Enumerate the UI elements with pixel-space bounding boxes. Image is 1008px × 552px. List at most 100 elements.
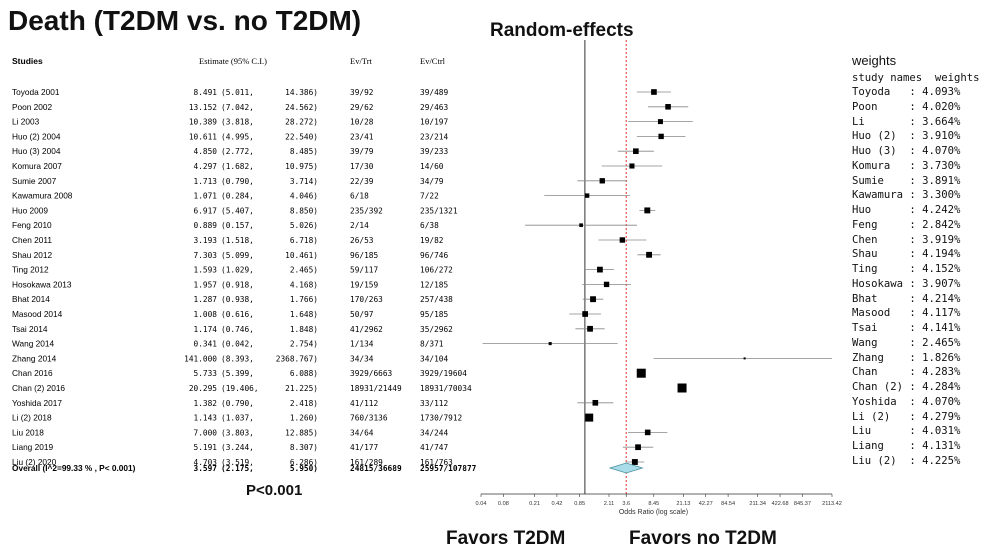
point-estimate	[665, 104, 671, 110]
ci-lower: (1.029,	[221, 266, 254, 275]
point-estimate	[677, 383, 687, 393]
study-name: Huo (3) 2004	[12, 146, 61, 156]
x-tick-label: 3.6	[622, 501, 630, 507]
weight-row: Liang : 4.131%	[852, 440, 961, 452]
events-treatment: 34/64	[350, 428, 374, 437]
events-control: 14/60	[420, 162, 444, 171]
weight-row: Yoshida : 4.070%	[852, 395, 961, 408]
events-control: 29/463	[420, 103, 448, 112]
ci-upper: 8.307)	[290, 443, 318, 452]
study-name: Liu (2) 2020	[12, 457, 57, 467]
estimate-value: 1.008	[194, 310, 218, 319]
events-control: 3929/19604	[420, 369, 467, 378]
x-axis-label: Odds Ratio (log scale)	[619, 509, 688, 516]
ci-lower: (0.157,	[221, 221, 254, 230]
point-estimate	[579, 223, 583, 228]
study-name: Poon 2002	[12, 102, 53, 112]
ci-lower: (0.790,	[221, 177, 254, 186]
overall-ci-lower: (2.175,	[221, 464, 254, 473]
weight-row: Feng : 2.842%	[852, 218, 961, 231]
weight-row: Toyoda : 4.093%	[852, 86, 961, 98]
events-treatment: 10/28	[350, 118, 374, 127]
events-control: 95/185	[420, 310, 448, 319]
events-control: 96/746	[420, 251, 448, 260]
events-treatment: 41/112	[350, 399, 378, 408]
events-control: 12/185	[420, 280, 448, 289]
weights-header: study names weights	[852, 72, 980, 84]
estimate-value: 0.889	[194, 221, 218, 230]
study-name: Yoshida 2017	[12, 398, 62, 408]
weight-row: Chan (2) : 4.284%	[852, 381, 961, 393]
ci-upper: 5.026)	[290, 221, 318, 230]
study-name: Huo 2009	[12, 205, 48, 215]
study-name: Li 2003	[12, 117, 40, 127]
events-treatment: 235/392	[350, 206, 383, 215]
ci-lower: (3.244,	[221, 443, 254, 452]
weight-row: Tsai : 4.141%	[852, 322, 961, 334]
ci-upper: 28.272)	[285, 118, 318, 127]
x-tick-label: 422.68	[771, 501, 788, 507]
events-treatment: 161/289	[350, 458, 383, 467]
x-tick-label: 0.04	[476, 501, 487, 507]
estimate-value: 5.733	[194, 369, 218, 378]
ci-upper: 14.386)	[285, 88, 318, 97]
events-treatment: 760/3136	[350, 414, 388, 423]
events-treatment: 170/263	[350, 295, 383, 304]
ci-lower: (2.772,	[221, 147, 254, 156]
ci-lower: (0.918,	[221, 280, 254, 289]
ci-lower: (3.803,	[221, 428, 254, 437]
ci-upper: 1.766)	[290, 295, 318, 304]
x-tick-label: 42.27	[699, 501, 713, 507]
events-treatment: 59/117	[350, 266, 378, 275]
estimate-value: 10.611	[189, 132, 217, 141]
events-control: 41/747	[420, 443, 448, 452]
estimate-value: 1.957	[194, 280, 218, 289]
estimate-value: 1.713	[194, 177, 218, 186]
x-tick-label: 2113.42	[822, 501, 842, 507]
ci-upper: 6.718)	[290, 236, 318, 245]
point-estimate	[644, 207, 651, 214]
estimate-value: 7.303	[194, 251, 218, 260]
estimate-value: 1.287	[194, 295, 218, 304]
ci-upper: 1.260)	[290, 414, 318, 423]
ci-upper: 3.714)	[290, 177, 318, 186]
events-control: 39/489	[420, 88, 448, 97]
overall-events-treatment: 24815/36689	[350, 464, 402, 473]
x-tick-label: 845.37	[794, 501, 811, 507]
ci-upper: 2.465)	[290, 266, 318, 275]
estimate-value: 1.143	[194, 414, 218, 423]
point-estimate	[590, 296, 596, 303]
ci-lower: (0.938,	[221, 295, 254, 304]
point-estimate	[633, 148, 639, 155]
study-name: Wang 2014	[12, 339, 55, 349]
ci-lower: (0.790,	[221, 399, 254, 408]
x-tick-label: 211.34	[749, 501, 766, 507]
events-treatment: 39/79	[350, 147, 374, 156]
study-name: Zhang 2014	[12, 353, 57, 363]
events-treatment: 22/39	[350, 177, 374, 186]
estimate-value: 13.152	[189, 103, 217, 112]
ci-upper: 8.850)	[290, 206, 318, 215]
events-treatment: 50/97	[350, 310, 374, 319]
study-name: Liu 2018	[12, 427, 44, 437]
events-treatment: 19/159	[350, 280, 378, 289]
events-control: 39/233	[420, 147, 448, 156]
header-ev-ctrl: Ev/Ctrl	[420, 56, 446, 66]
p-value-label: P<0.001	[246, 482, 303, 499]
point-estimate	[651, 89, 657, 95]
events-treatment: 2/14	[350, 221, 369, 230]
weight-row: Hosokawa : 3.907%	[852, 277, 961, 290]
weight-row: Li (2) : 4.279%	[852, 410, 961, 423]
study-name: Chen 2011	[12, 235, 52, 245]
events-treatment: 23/41	[350, 132, 374, 141]
estimate-value: 1.071	[194, 192, 218, 201]
study-name: Komura 2007	[12, 161, 62, 171]
weight-row: Li : 3.664%	[852, 115, 961, 128]
point-estimate	[658, 133, 664, 140]
study-name: Ting 2012	[12, 265, 49, 275]
weight-row: Bhat : 4.214%	[852, 292, 961, 305]
events-control: 18931/70034	[420, 384, 472, 393]
events-treatment: 1/134	[350, 340, 374, 349]
ci-lower: (5.407,	[221, 206, 254, 215]
estimate-value: 10.389	[189, 118, 217, 127]
